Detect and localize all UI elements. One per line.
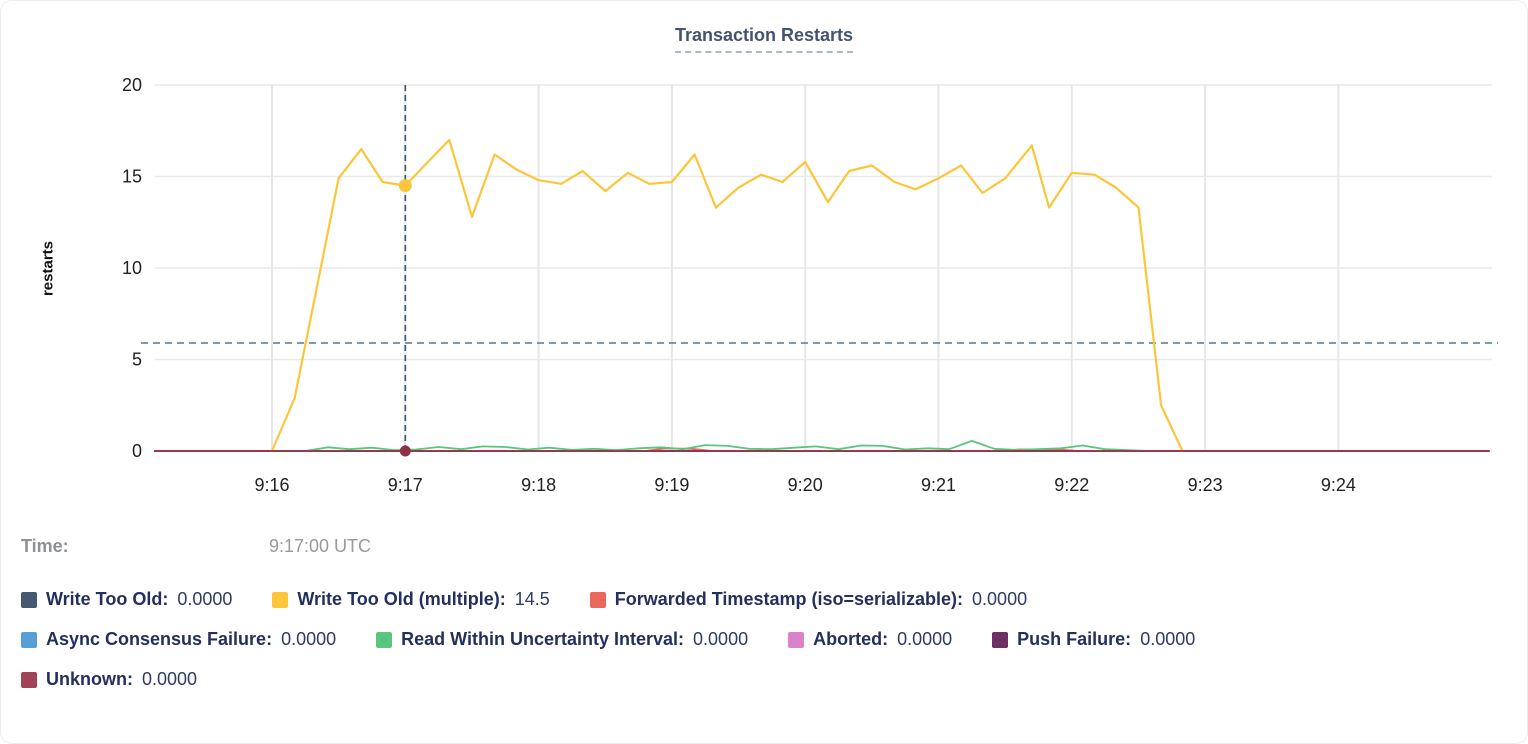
legend-swatch-icon <box>376 631 393 648</box>
legend-value: 0.0000 <box>142 669 198 689</box>
legend-swatch-icon <box>992 631 1009 648</box>
legend-item-aborted: Aborted: 0.0000 <box>788 629 952 650</box>
y-tick-label: 20 <box>122 75 142 95</box>
chart-title[interactable]: Transaction Restarts <box>674 25 854 53</box>
series-line-write-too-old-multiple <box>270 138 1184 453</box>
legend-item-unknown: Unknown: 0.0000 <box>21 669 197 690</box>
hover-dot-write-too-old-multiple <box>398 179 412 193</box>
x-tick-label: 9:24 <box>1321 475 1356 495</box>
legend-swatch-icon <box>589 591 606 608</box>
legend-swatch-icon <box>21 671 37 688</box>
legend-swatch-icon <box>21 631 37 648</box>
y-tick-label: 15 <box>122 167 142 187</box>
legend-value: 0.0000 <box>897 629 953 649</box>
x-tick-label: 9:16 <box>254 475 289 495</box>
hover-time-value: 9:17:00 UTC <box>269 536 372 556</box>
legend-item-async-consensus-failure: Async Consensus Failure: 0.0000 <box>21 629 336 650</box>
legend-label: Push Failure: <box>1017 629 1132 649</box>
legend-row: Async Consensus Failure: 0.0000 Read Withi… <box>21 629 1511 650</box>
y-tick-label: 10 <box>122 258 142 278</box>
legend-item-write-too-old-multiple: Write Too Old (multiple): 14.5 <box>272 589 550 610</box>
legend-label: Forwarded Timestamp (iso=serializable): <box>614 589 964 609</box>
legend-label: Unknown: <box>46 669 133 689</box>
y-tick-label: 0 <box>132 441 142 461</box>
x-tick-label: 9:23 <box>1188 475 1223 495</box>
legend-value: 0.0000 <box>177 589 233 609</box>
x-tick-label: 9:19 <box>654 475 689 495</box>
legend-value: 0.0000 <box>693 629 749 649</box>
x-tick-label: 9:17 <box>388 475 423 495</box>
legend-label: Write Too Old: <box>46 589 169 609</box>
legend-value: 0.0000 <box>281 629 337 649</box>
hover-time-label: Time: <box>21 536 69 556</box>
line-chart[interactable]: 9:16 9:17 9:18 9:19 9:20 9:21 9:22 9:23 9:24 0 5 10… <box>1 1 1528 516</box>
y-axis-label: restarts <box>39 240 57 297</box>
legend-label: Async Consensus Failure: <box>46 629 273 649</box>
legend-swatch-icon <box>21 591 37 608</box>
legend-label: Aborted: <box>813 629 889 649</box>
legend-value: 0.0000 <box>972 589 1028 609</box>
x-tick-label: 9:20 <box>788 475 823 495</box>
legend-row: Unknown: 0.0000 <box>21 669 1511 690</box>
legend-item-read-within-uncertainty-interval: Read Within Uncertainty Interval: 0.0000 <box>376 629 748 650</box>
legend-item-forwarded-timestamp-iso-serializable: Forwarded Timestamp (iso=serializable): 0… <box>589 589 1028 610</box>
x-tick-label: 9:21 <box>921 475 956 495</box>
legend-value: 0.0000 <box>1140 629 1196 649</box>
chart-legend: Write Too Old: 0.0000 Write Too Old (multi… <box>21 589 1511 709</box>
hover-dot-baseline <box>399 445 411 457</box>
x-tick-label: 9:22 <box>1054 475 1089 495</box>
legend-swatch-icon <box>272 591 289 608</box>
legend-row: Write Too Old: 0.0000 Write Too Old (multi… <box>21 589 1511 610</box>
series-line-read-within-uncertainty-interval <box>271 439 1150 452</box>
legend-label: Write Too Old (multiple): <box>297 589 506 609</box>
legend-swatch-icon <box>788 631 805 648</box>
legend-label: Read Within Uncertainty Interval: <box>401 629 685 649</box>
hover-time-row: Time: 9:17:00 UTC <box>21 536 371 557</box>
y-tick-label: 5 <box>132 350 142 370</box>
legend-item-push-failure: Push Failure: 0.0000 <box>992 629 1195 650</box>
x-tick-label: 9:18 <box>521 475 556 495</box>
legend-value: 14.5 <box>514 589 550 609</box>
legend-item-write-too-old: Write Too Old: 0.0000 <box>21 589 232 610</box>
chart-title-row: Transaction Restarts <box>1 25 1527 53</box>
